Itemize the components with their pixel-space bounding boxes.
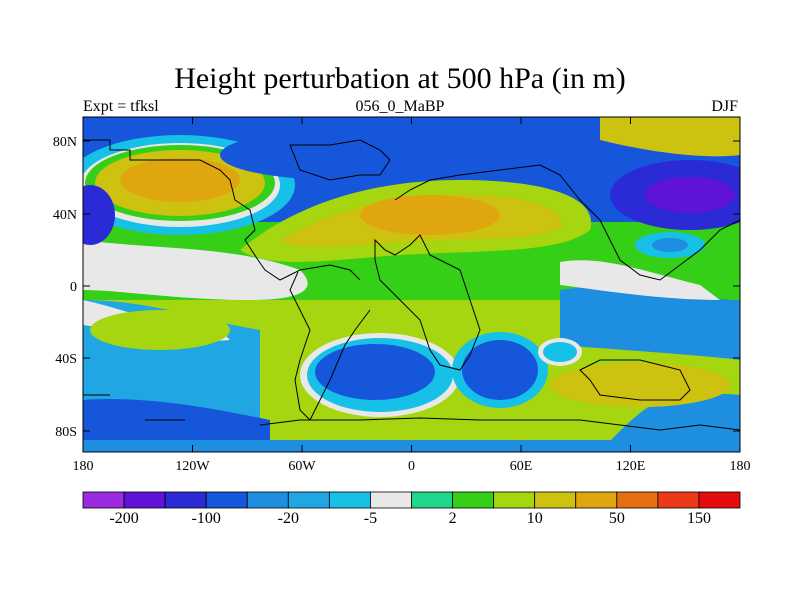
colorbar-label: -5: [364, 510, 377, 527]
map-title: Height perturbation at 500 hPa (in m): [174, 62, 626, 95]
north-pacific-high: [120, 158, 240, 202]
lon-tick-label: 0: [408, 459, 415, 474]
colorbar-label: -100: [192, 510, 221, 527]
colorbar-swatch: [411, 491, 453, 509]
europe-high: [360, 195, 500, 235]
australia-coast: [579, 359, 691, 401]
south-pacific-ridge: [90, 310, 230, 350]
colorbar-swatch: [616, 491, 659, 509]
south-east-blue: [600, 393, 740, 452]
colorbar-label: 150: [687, 510, 711, 527]
longitude-axis: 180 120W 60W 0 60E 120E 180: [73, 117, 751, 474]
asian-trough-core: [645, 177, 735, 213]
east-white-zone: [560, 260, 720, 300]
colorbar-swatch: [452, 491, 495, 509]
colorbar-swatch: [328, 491, 371, 509]
lon-tick-label: 60W: [288, 459, 316, 474]
coastlines: [83, 139, 740, 431]
antarctica-coast: [259, 417, 740, 431]
colorbar-label: 10: [527, 510, 543, 527]
americas-north-coast: [83, 139, 361, 281]
small-islands: [83, 394, 185, 421]
south-indian-trough: [462, 340, 538, 400]
lat-tick-label: 40S: [55, 352, 77, 367]
colorbar-swatch: [370, 491, 412, 509]
colorbar-swatch: [246, 491, 289, 509]
lat-tick-label: 80N: [53, 135, 77, 150]
west-edge-trough: [83, 185, 115, 245]
colorbar-label: -20: [278, 510, 299, 527]
lat-tick-label: 0: [70, 280, 77, 295]
colorbar-swatch: [205, 491, 248, 509]
colorbar-label: 50: [609, 510, 625, 527]
tropical-white-zone: [83, 240, 308, 300]
eurasia-coast: [394, 164, 740, 281]
lon-tick-label: 180: [730, 459, 751, 474]
small-ring-inner: [543, 342, 577, 362]
season-label: DJF: [711, 98, 738, 115]
south-west-blue: [83, 399, 270, 452]
lon-tick-label: 60E: [510, 459, 533, 474]
north-east-high: [600, 117, 740, 157]
lat-tick-label: 80S: [55, 425, 77, 440]
colorbar-swatch: [164, 491, 207, 509]
colorbar-label: -200: [109, 510, 138, 527]
colorbar-swatch: [123, 491, 166, 509]
colorbar-swatch: [493, 491, 536, 509]
south-america-coast: [289, 271, 371, 421]
colorbar-swatch: [657, 491, 700, 509]
period-label: 056_0_MaBP: [355, 98, 445, 115]
africa-coast: [374, 234, 481, 371]
latitude-axis: 80N 40N 0 40S 80S: [53, 135, 740, 440]
colorbar-label: 2: [449, 510, 457, 527]
lat-tick-label: 40N: [53, 208, 77, 223]
colorbar: -200 -100 -20 -5 2 10 50 150: [82, 491, 741, 527]
south-atlantic-trough: [315, 344, 435, 400]
colorbar-swatch: [82, 491, 125, 509]
experiment-label: Expt = tfksl: [83, 98, 159, 115]
contour-field: [83, 117, 740, 452]
colorbar-swatch: [287, 491, 330, 509]
east-blue-lobe: [652, 238, 688, 252]
south-east-olive: [550, 363, 730, 407]
colorbar-swatch: [575, 491, 618, 509]
lon-tick-label: 120W: [175, 459, 210, 474]
greenland-coast: [289, 139, 391, 181]
indian-ocean-blue: [560, 287, 740, 360]
lon-tick-label: 120E: [616, 459, 646, 474]
colorbar-swatch: [698, 491, 741, 509]
lon-tick-label: 180: [73, 459, 94, 474]
arctic-trough: [220, 130, 460, 180]
colorbar-swatch: [534, 491, 577, 509]
